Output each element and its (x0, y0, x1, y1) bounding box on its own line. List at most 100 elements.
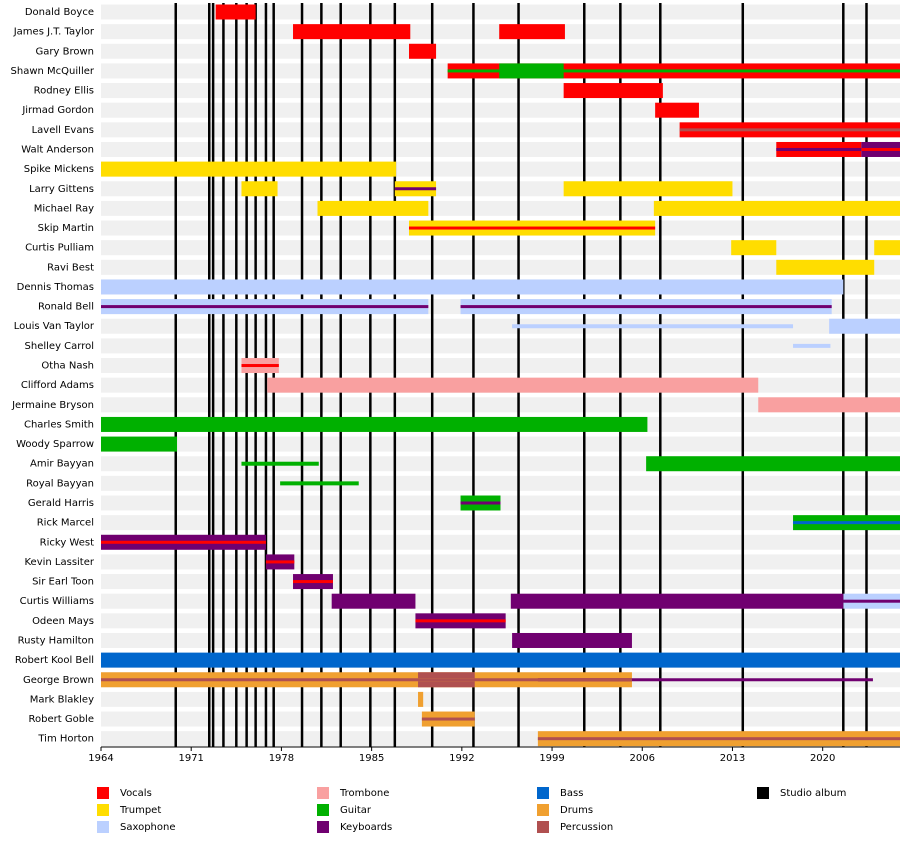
thin-bar (280, 481, 359, 486)
legend-swatch (317, 804, 329, 816)
member-label: Tim Horton (37, 734, 94, 745)
bar (563, 83, 663, 99)
row-band (101, 397, 900, 413)
row-band (101, 711, 900, 727)
bar (653, 200, 900, 216)
legend-swatch (537, 821, 549, 833)
bar (829, 318, 900, 334)
member-label: Odeen Mays (32, 616, 94, 627)
member-label: Kevin Lassiter (24, 557, 94, 568)
bar (267, 377, 759, 393)
legend-swatch (537, 804, 549, 816)
bar (655, 102, 699, 118)
member-label: Ravi Best (47, 262, 94, 273)
member-label: Ronald Bell (38, 302, 94, 313)
member-label: Curtis Williams (20, 596, 94, 607)
x-tick-label: 1978 (269, 753, 294, 764)
member-label: Sir Earl Toon (32, 577, 94, 588)
bar (510, 593, 844, 609)
member-label: Rick Marcel (37, 518, 94, 529)
member-label: Michael Ray (34, 203, 94, 214)
member-label: Mark Blakley (30, 694, 94, 705)
legend-label: Trombone (339, 788, 389, 799)
bar (101, 416, 648, 432)
member-label: Woody Sparrow (16, 439, 94, 450)
stripe (265, 560, 295, 564)
row-band (101, 259, 900, 275)
legend-swatch (97, 787, 109, 799)
x-tick-label: 1985 (359, 753, 384, 764)
member-label: Ricky West (40, 537, 94, 548)
x-tick-label: 2020 (810, 753, 835, 764)
bar (241, 181, 278, 197)
stripe (415, 619, 506, 623)
x-tick-label: 1992 (449, 753, 474, 764)
stripe (101, 678, 632, 682)
stripe (409, 226, 656, 230)
legend-label: Percussion (560, 822, 613, 833)
stripe (793, 521, 900, 525)
row-band (101, 338, 900, 354)
stripe (460, 305, 832, 309)
bar (409, 43, 437, 59)
x-tick-label: 2013 (720, 753, 745, 764)
row-band (101, 318, 900, 334)
member-label: Charles Smith (24, 419, 94, 430)
member-label: Rodney Ellis (34, 86, 94, 97)
member-label: James J.T. Taylor (13, 27, 95, 38)
stripe (394, 187, 437, 191)
legend-swatch (317, 821, 329, 833)
legend-label: Drums (560, 805, 593, 816)
legend-swatch (97, 821, 109, 833)
bar (317, 200, 429, 216)
row-band (101, 632, 900, 648)
bar (101, 279, 844, 295)
stripe (537, 678, 873, 682)
bar (331, 593, 416, 609)
row-band (101, 4, 900, 20)
thin-bar (512, 324, 794, 329)
member-label: Donald Boyce (25, 7, 94, 18)
row-band (101, 181, 900, 197)
member-label: Gary Brown (36, 46, 94, 57)
member-label: Clifford Adams (21, 380, 94, 391)
stripe (101, 540, 266, 544)
bar (512, 632, 632, 648)
legend-label: Trumpet (119, 805, 161, 816)
bar (731, 240, 777, 256)
legend-label: Guitar (340, 805, 372, 816)
row-band (101, 534, 900, 550)
stripe (776, 147, 862, 151)
row-band (101, 515, 900, 531)
member-label: Gerald Harris (28, 498, 94, 509)
member-label: Louis Van Taylor (14, 321, 95, 332)
stripe (421, 717, 475, 721)
bar (646, 456, 900, 472)
legend-label: Studio album (780, 788, 846, 799)
member-label: Amir Bayyan (30, 459, 94, 470)
bar (499, 24, 565, 40)
member-label: Otha Nash (41, 361, 94, 372)
stripe (861, 147, 900, 151)
member-label: Robert Goble (29, 714, 94, 725)
row-band (101, 574, 900, 590)
bar (776, 259, 875, 275)
bar (101, 161, 397, 177)
bar (101, 652, 900, 668)
member-label: George Brown (23, 675, 94, 686)
bar (563, 181, 733, 197)
legend-swatch (97, 804, 109, 816)
row-band (101, 436, 900, 452)
member-label: Robert Kool Bell (15, 655, 94, 666)
stripe (447, 69, 900, 73)
stripe (537, 737, 900, 741)
row-band (101, 240, 900, 256)
member-label: Walt Anderson (21, 144, 94, 155)
x-tick-label: 2006 (630, 753, 655, 764)
bar (874, 240, 900, 256)
x-tick-label: 1971 (178, 753, 203, 764)
stripe (241, 364, 279, 368)
row-band (101, 141, 900, 157)
bar (101, 436, 178, 452)
member-label: Skip Martin (38, 223, 94, 234)
